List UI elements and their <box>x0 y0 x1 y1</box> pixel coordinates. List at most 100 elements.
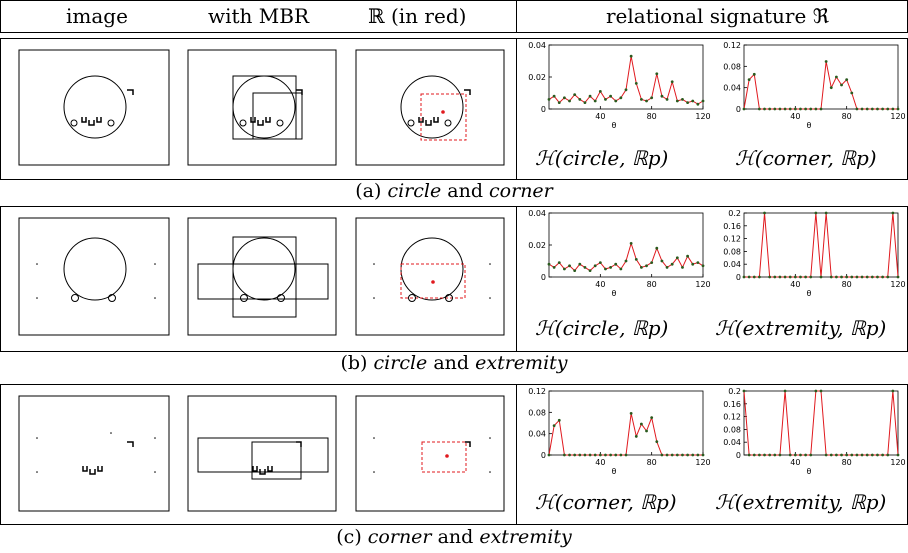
data-point <box>588 453 592 457</box>
data-point <box>614 99 618 103</box>
x-tick-label: 40 <box>790 280 800 289</box>
y-tick-label: 0.04 <box>528 41 546 50</box>
data-point <box>609 453 612 457</box>
data-point <box>634 82 638 85</box>
data-point <box>870 453 874 457</box>
data-point <box>640 98 643 101</box>
data-point <box>563 267 566 271</box>
y-tick-label: 0.12 <box>528 387 546 396</box>
data-point <box>829 86 833 90</box>
data-point <box>829 275 833 279</box>
data-point <box>670 80 674 84</box>
data-point <box>619 267 623 271</box>
data-point <box>563 453 566 457</box>
x-tick-label: 120 <box>695 280 710 289</box>
x-tick-label: 120 <box>695 458 710 467</box>
row-c-right-label: ℋ(extremity, ℝp) <box>715 490 887 514</box>
data-point <box>881 107 884 111</box>
data-point <box>835 75 838 79</box>
data-point <box>752 453 756 457</box>
data-point <box>814 389 818 393</box>
x-tick-label: 40 <box>595 458 605 467</box>
data-point <box>640 266 643 269</box>
data-point <box>758 107 761 111</box>
data-point <box>865 453 869 457</box>
data-point <box>665 98 669 101</box>
data-point <box>634 258 638 261</box>
data-point <box>696 261 700 264</box>
data-point <box>655 440 659 444</box>
y-tick-label: 0.16 <box>723 222 741 231</box>
row-c-panel-r <box>355 395 505 512</box>
series-line <box>743 390 899 456</box>
x-tick-label: 80 <box>842 112 852 121</box>
row-b-right-label: ℋ(extremity, ℝp) <box>715 316 887 340</box>
data-point <box>845 453 849 457</box>
row-c-top-rule <box>0 384 908 385</box>
row-b-left-chart: 40 80 120 θ 0 0.02 0.04 <box>528 209 710 298</box>
data-point <box>681 266 684 269</box>
data-point <box>824 453 828 457</box>
y-tick-label: 0.04 <box>528 430 546 439</box>
data-point <box>598 453 602 457</box>
y-tick-label: 0.04 <box>723 84 741 93</box>
row-a-top-rule <box>0 38 908 39</box>
header-left-border <box>0 0 1 32</box>
data-point <box>840 275 843 279</box>
y-tick-label: 0.12 <box>723 235 741 244</box>
plot-frame <box>743 390 899 456</box>
data-point <box>788 275 792 279</box>
row-a-image-panels <box>18 49 505 166</box>
data-point <box>896 275 900 279</box>
x-axis-label: θ <box>807 467 812 476</box>
data-point <box>686 254 689 258</box>
y-tick-label: 0.04 <box>723 438 741 447</box>
data-point <box>557 101 561 104</box>
x-tick-label: 80 <box>647 458 657 467</box>
data-point <box>876 275 879 279</box>
data-point <box>773 275 777 279</box>
data-point <box>650 261 654 264</box>
data-point <box>681 98 684 101</box>
series-line <box>548 413 703 456</box>
series-line <box>548 56 704 105</box>
x-tick-label: 80 <box>842 458 852 467</box>
data-point <box>598 261 602 264</box>
data-point <box>660 259 664 263</box>
y-tick-label: 0 <box>541 451 546 460</box>
data-point <box>752 275 756 279</box>
data-point <box>619 453 623 457</box>
data-point <box>758 275 761 279</box>
data-point <box>829 453 833 457</box>
data-point <box>758 453 761 457</box>
x-tick-label: 120 <box>890 280 905 289</box>
y-tick-label: 0.02 <box>528 241 546 250</box>
data-point <box>588 269 592 272</box>
data-point <box>752 72 756 76</box>
data-point <box>809 453 813 457</box>
data-point <box>886 107 890 111</box>
x-axis-label: θ <box>612 289 617 298</box>
data-point <box>624 259 628 263</box>
data-point <box>640 422 643 426</box>
data-point <box>634 434 638 438</box>
data-point <box>568 264 571 268</box>
data-point <box>686 453 689 457</box>
header-with-mbr: with MBR <box>208 4 310 28</box>
data-point <box>665 266 669 269</box>
row-b-image-panels <box>18 217 505 336</box>
data-point <box>804 107 807 111</box>
y-tick-label: 0.2 <box>728 209 741 218</box>
data-point <box>650 416 654 420</box>
data-point <box>768 107 772 111</box>
data-point <box>624 453 628 457</box>
data-point <box>840 453 843 457</box>
data-point <box>824 211 828 215</box>
data-point <box>814 107 818 111</box>
header-rule <box>0 32 908 33</box>
data-point <box>783 107 787 111</box>
table-top-rule <box>0 0 908 1</box>
data-point <box>552 424 556 428</box>
data-point <box>860 453 864 457</box>
data-point <box>870 107 874 111</box>
